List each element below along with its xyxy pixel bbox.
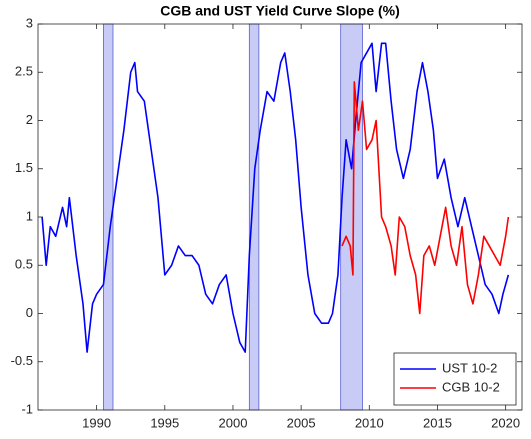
y-tick-label: 0 [26,305,33,320]
y-tick-label: 0.5 [15,257,33,272]
y-tick-label: 3 [26,15,33,30]
legend: UST 10-2 CGB 10-2 [393,352,517,406]
x-tick-label: 2020 [491,415,520,430]
x-tick-label: 1990 [82,415,111,430]
y-tick-label: 1 [26,208,33,223]
series-line [341,81,510,315]
legend-label: UST 10-2 [442,360,497,375]
lines [41,42,510,353]
series-line [41,42,510,353]
shaded-region [248,23,260,411]
y-tick-label: 2.5 [15,64,33,79]
x-tick-label: 2005 [287,415,316,430]
x-tick-label: 2010 [355,415,384,430]
chart-title: CGB and UST Yield Curve Slope (%) [160,3,400,19]
x-tick-label: 2000 [219,415,248,430]
plot-area [38,24,522,410]
y-tick-label: 2 [26,112,33,127]
y-tick-label: 1.5 [15,160,33,175]
y-tick-label: -0.5 [11,353,33,368]
legend-label: CGB 10-2 [442,379,500,394]
y-tick-label: -1 [21,401,33,416]
x-tick-label: 1995 [150,415,179,430]
legend-box [393,352,517,406]
x-tick-label: 2015 [423,415,452,430]
